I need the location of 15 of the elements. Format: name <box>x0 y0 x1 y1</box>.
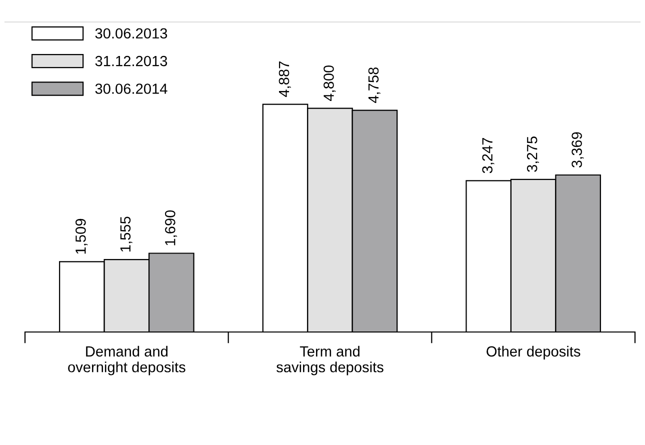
data-label: 3,275 <box>526 136 539 172</box>
legend-label: 31.12.2013 <box>95 56 168 66</box>
x-tick-label: Other deposits <box>486 346 580 360</box>
legend-label: 30.06.2014 <box>95 84 168 94</box>
data-label: 1,690 <box>164 210 178 246</box>
data-label: 4,887 <box>278 62 291 97</box>
data-label: 4,800 <box>324 65 336 102</box>
data-label: 1,555 <box>120 216 132 252</box>
data-label: 3,247 <box>482 138 494 174</box>
data-label: 4,758 <box>368 67 380 103</box>
data-label: 1,509 <box>76 218 88 254</box>
data-label: 3,369 <box>572 132 584 168</box>
x-tick-label: Demand and overnight deposits <box>68 346 186 376</box>
legend-label: 30.06.2013 <box>95 28 168 39</box>
x-tick-label: Term and savings deposits <box>276 346 384 376</box>
